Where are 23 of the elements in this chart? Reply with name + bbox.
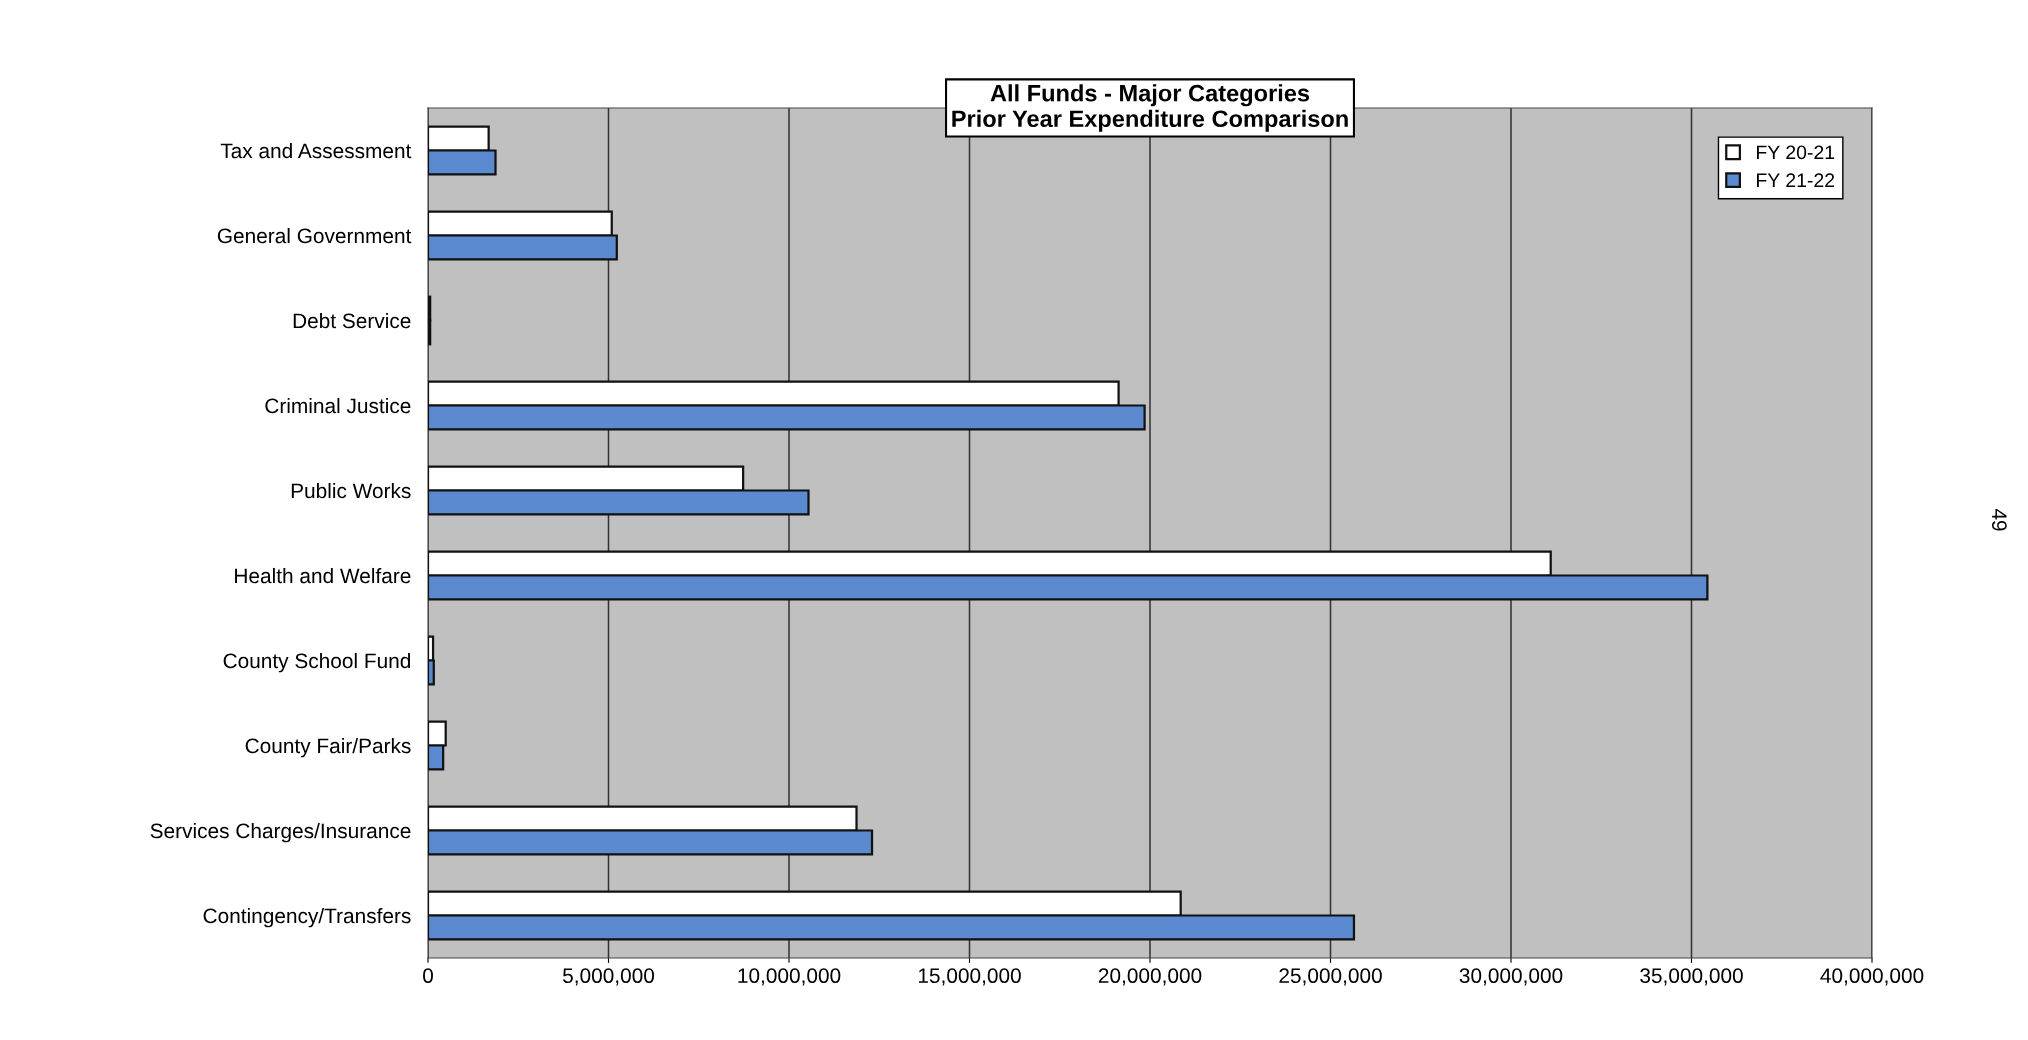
y-tick-label: County Fair/Parks — [245, 737, 411, 758]
x-tick-label: 0 — [423, 968, 433, 984]
x-tick-label: 25,000,000 — [1279, 968, 1382, 986]
legend-label: FY 21-22 — [1757, 173, 1835, 187]
y-tick-label: Debt Service — [293, 312, 411, 329]
chart-title: All Funds - Major Categories Prior Year Expenditure Comparison — [952, 84, 1348, 132]
text: 49 — [1991, 508, 2007, 531]
y-tick-label: Health and Welfare — [235, 567, 411, 584]
y-tick-label: Services Charges/Insurance — [150, 822, 411, 843]
x-tick-label: 35,000,000 — [1640, 968, 1743, 986]
legend-label: FY 20-21 — [1757, 145, 1835, 160]
y-tick-label: Contingency/Transfers — [203, 907, 411, 928]
y-tick-label: General Government — [217, 227, 412, 244]
x-tick-label: 40,000,000 — [1820, 968, 1924, 986]
y-tick-label: County School Fund — [223, 652, 410, 673]
x-tick-label: 5,000,000 — [563, 968, 655, 986]
x-tick-label: 15,000,000 — [918, 968, 1021, 986]
x-tick-label: 10,000,000 — [738, 968, 841, 986]
y-tick-label: Criminal Justice — [265, 397, 411, 414]
x-tick-label: 30,000,000 — [1459, 968, 1563, 986]
y-tick-label: Tax and Assessment — [220, 142, 412, 159]
x-tick-label: 20,000,000 — [1098, 968, 1202, 986]
y-tick-label: Public Works — [291, 482, 411, 499]
